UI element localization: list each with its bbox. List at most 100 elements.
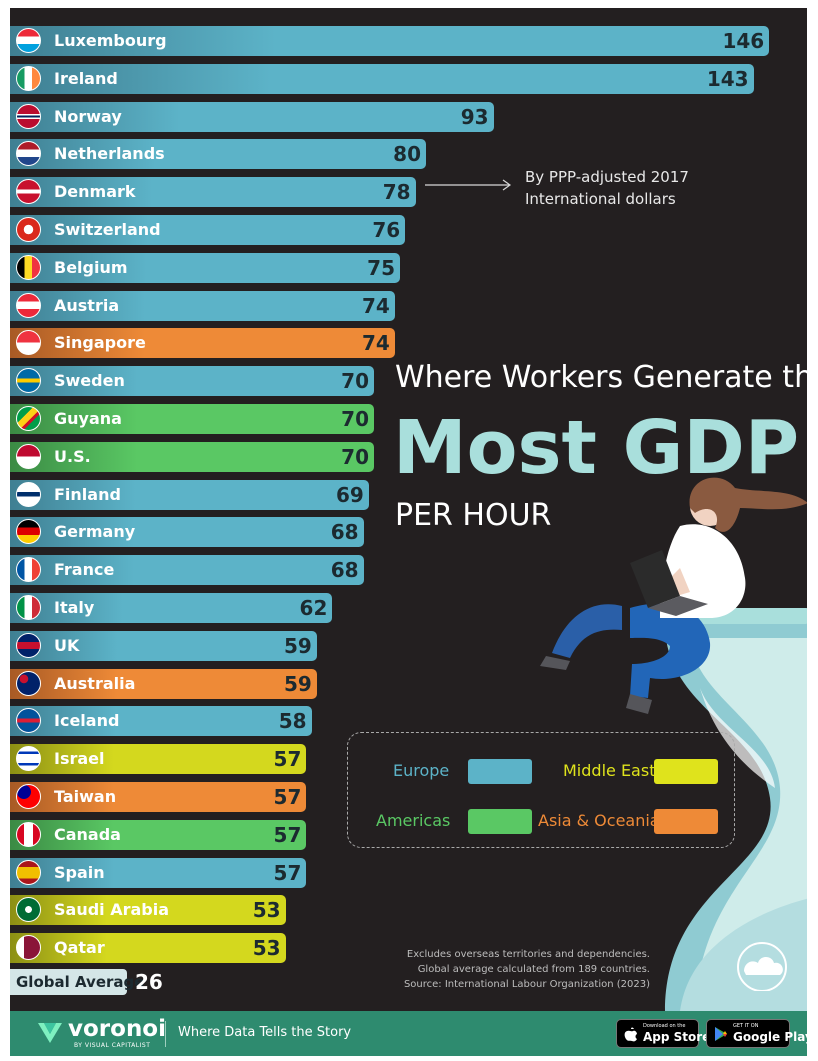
bar-saudi-arabia: Saudi Arabia 53: [10, 895, 286, 926]
value-label: 53: [252, 898, 281, 923]
legend-swatch-americas: [468, 809, 532, 834]
country-label: Iceland: [54, 711, 120, 731]
brand-name[interactable]: voronoi: [68, 1016, 166, 1042]
country-label: Luxembourg: [54, 31, 167, 50]
value-label: 74: [361, 331, 390, 356]
country-label: Germany: [54, 522, 136, 542]
bar-qatar: Qatar 53: [10, 933, 286, 964]
flag-icon: [16, 406, 41, 431]
footer-divider: [165, 1021, 166, 1047]
bar-austria: Austria 74: [10, 290, 395, 321]
flag-icon: [16, 595, 41, 620]
google-play-small-label: GET IT ON: [733, 1023, 759, 1029]
value-label: 146: [722, 29, 765, 53]
value-label: 143: [706, 66, 749, 91]
chart-title-line-1: Where Workers Generate the: [395, 360, 807, 395]
flag-icon: [16, 784, 41, 809]
country-label: Singapore: [54, 333, 146, 353]
bar-sweden: Sweden 70: [10, 366, 374, 397]
country-label: Israel: [54, 749, 105, 769]
app-store-button[interactable]: Download on the App Store: [616, 1019, 710, 1048]
country-label: Denmark: [54, 182, 136, 202]
country-label: Belgium: [54, 257, 128, 277]
bar-guyana: Guyana 70: [10, 404, 374, 434]
country-label: U.S.: [54, 446, 91, 466]
bar-iceland: Iceland 58: [10, 706, 312, 737]
legend-swatch-asia-oceania: [654, 809, 718, 834]
laptop-woman-illustration: [540, 477, 807, 1011]
bar-france: France 68: [10, 555, 364, 586]
country-label: Norway: [54, 106, 122, 126]
value-label: 75: [367, 255, 395, 280]
google-play-label: Google Play: [733, 1030, 813, 1044]
legend-swatch-middle-east: [654, 759, 718, 784]
flag-icon: [16, 330, 41, 356]
flag-icon: [16, 368, 41, 394]
bar-canada: Canada 57: [10, 819, 307, 850]
value-label: 58: [278, 709, 307, 734]
bar-luxembourg: Luxembourg 146: [10, 26, 770, 56]
value-label: 80: [393, 142, 421, 167]
arrow-right-icon: [425, 179, 512, 191]
footnote-3: Source: International Labour Organizatio…: [403, 979, 650, 990]
global-average-box: Global Average: [10, 969, 144, 995]
value-label: 76: [372, 218, 401, 242]
bar-australia: Australia 59: [10, 668, 317, 699]
bar-chart: Luxembourg 146 Ireland 143 Norway 93 Netherlan…: [10, 8, 807, 1011]
value-label: 68: [330, 520, 359, 545]
country-label: Finland: [54, 484, 121, 504]
brand-sub: BY VISUAL CAPITALIST: [74, 1042, 151, 1049]
chart-title-line-2: Most GDP: [393, 405, 800, 491]
country-label: Guyana: [54, 409, 122, 428]
bar-ireland: Ireland 143: [10, 63, 754, 94]
global-average-label: Global Average: [16, 973, 145, 991]
apple-icon: [624, 1027, 637, 1042]
flag-icon: [16, 746, 41, 772]
value-label: 59: [283, 671, 312, 696]
value-label: 69: [335, 482, 364, 507]
bar-germany: Germany 68: [10, 517, 364, 548]
value-label: 93: [460, 104, 489, 129]
flag-icon: [16, 821, 41, 847]
country-label: Netherlands: [54, 144, 165, 164]
value-label: 78: [382, 180, 411, 205]
flag-icon: [16, 217, 41, 242]
country-label: Australia: [54, 673, 136, 693]
flag-icon: [16, 443, 41, 469]
flag-icon: [16, 179, 41, 205]
country-label: Ireland: [54, 68, 118, 88]
flag-icon: [16, 28, 41, 53]
legend: Europe Middle East Americas Asia & Oceania: [347, 732, 735, 848]
value-label: 70: [341, 369, 369, 394]
footnotes: Excludes overseas territories and depend…: [404, 947, 650, 992]
bar-singapore: Singapore 74: [10, 328, 395, 359]
flag-icon: [16, 141, 41, 167]
chart-title-line-3: PER HOUR: [395, 498, 552, 533]
bar-spain: Spain 57: [10, 857, 307, 888]
country-label: Austria: [54, 295, 120, 315]
country-label: UK: [54, 635, 80, 655]
country-label: Spain: [54, 862, 105, 882]
bar-finland: Finland 69: [10, 479, 369, 510]
flag-icon: [16, 859, 41, 885]
tagline: Where Data Tells the Story: [178, 1025, 352, 1040]
legend-label-americas: Americas: [376, 811, 451, 830]
footnote-2: Global average calculated from 189 count…: [417, 964, 650, 975]
value-label: 70: [341, 407, 369, 431]
value-label: 57: [273, 785, 302, 809]
value-label: 68: [330, 558, 359, 583]
voronoi-cloud-icon: [737, 942, 787, 991]
flag-icon: [16, 103, 41, 129]
bar-taiwan: Taiwan 57: [10, 782, 307, 812]
legend-label-asia-oceania: Asia & Oceania: [538, 811, 660, 830]
flag-icon: [16, 632, 41, 658]
google-play-button[interactable]: GET IT ON Google Play: [706, 1019, 813, 1048]
bar-netherlands: Netherlands 80: [10, 139, 426, 170]
value-label: 74: [361, 293, 390, 318]
bar-uk: UK 59: [10, 630, 317, 661]
flag-icon: [16, 254, 41, 280]
value-label: 70: [341, 444, 369, 469]
value-label: 57: [273, 747, 302, 772]
footnote-1: Excludes overseas territories and depend…: [406, 949, 650, 960]
voronoi-logo-icon: [38, 1023, 62, 1043]
